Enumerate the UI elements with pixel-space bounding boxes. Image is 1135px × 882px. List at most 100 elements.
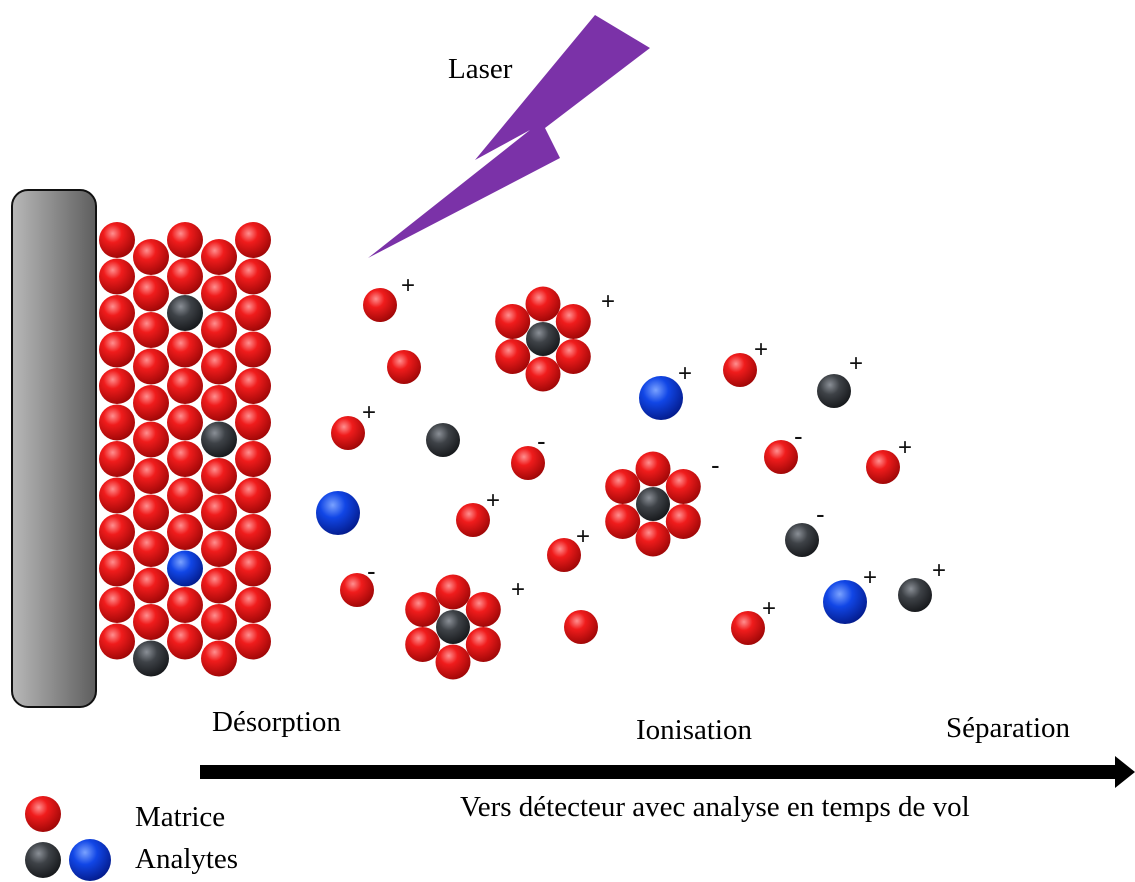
negative-charge-sign: - xyxy=(711,450,720,480)
matrix-molecule xyxy=(235,368,271,404)
matrix-molecule xyxy=(605,469,641,504)
positive-charge-sign: + xyxy=(576,523,590,550)
matrix-molecule xyxy=(235,295,271,331)
matrix-molecule xyxy=(167,258,203,295)
plume: + + - + + - + + + - + - + + + + - + xyxy=(316,272,946,680)
matrix-molecule xyxy=(99,331,135,368)
matrix-analyte-cluster: - xyxy=(605,450,720,557)
legend-analytes-label: Analytes xyxy=(135,843,238,875)
flight-arrow xyxy=(200,756,1135,788)
positive-charge-sign: + xyxy=(849,350,863,377)
legend: Matrice Analytes xyxy=(25,796,238,881)
positive-charge-sign: + xyxy=(863,564,877,591)
matrix-molecule xyxy=(99,587,135,623)
matrix-molecule xyxy=(133,421,169,458)
matrix-molecule xyxy=(99,295,135,331)
matrix-molecule xyxy=(201,312,237,348)
matrix-molecule xyxy=(465,627,501,662)
analyte-molecule-blue xyxy=(316,491,360,535)
matrix-molecule xyxy=(133,239,169,275)
positive-charge-sign: + xyxy=(754,336,768,363)
matrix-molecule xyxy=(235,477,271,514)
analyte-molecule-dark xyxy=(898,578,932,612)
separation-label: Séparation xyxy=(946,712,1071,744)
matrix-molecule xyxy=(99,477,135,514)
legend-matrix-label: Matrice xyxy=(135,801,225,833)
matrix-molecule xyxy=(635,451,671,487)
matrix-molecule xyxy=(235,623,271,660)
flight-arrow-shaft xyxy=(200,765,1122,779)
matrix-molecule xyxy=(133,604,169,640)
laser-bolt xyxy=(368,15,650,258)
matrix-molecule xyxy=(495,304,531,339)
positive-charge-sign: + xyxy=(511,576,525,603)
matrix-molecule xyxy=(133,567,169,604)
analyte-molecule-dark xyxy=(201,421,237,458)
matrix-molecule xyxy=(167,222,203,258)
matrix-molecule xyxy=(665,469,701,504)
matrix-molecule xyxy=(387,350,421,384)
matrix-molecule xyxy=(201,458,237,494)
matrix-molecule xyxy=(235,441,271,477)
matrix-molecule xyxy=(133,531,169,567)
matrix-molecule xyxy=(133,275,169,312)
arrow-caption: Vers détecteur avec analyse en temps de … xyxy=(460,791,970,823)
matrix-molecule xyxy=(99,623,135,660)
matrix-molecule xyxy=(235,404,271,441)
analyte-molecule-blue xyxy=(823,580,867,624)
matrix-molecule xyxy=(564,610,598,644)
matrix-molecule xyxy=(235,514,271,550)
analyte-molecule-blue xyxy=(167,550,203,587)
matrix-molecule xyxy=(235,258,271,295)
matrix-molecule xyxy=(764,440,798,474)
matrix-molecule xyxy=(167,477,203,514)
matrix-analyte-cluster: + xyxy=(495,286,615,392)
matrix-molecule xyxy=(555,339,591,374)
positive-charge-sign: + xyxy=(762,595,776,622)
matrix-molecule xyxy=(201,604,237,640)
positive-charge-sign: + xyxy=(898,434,912,461)
positive-charge-sign: + xyxy=(486,487,500,514)
matrix-molecule xyxy=(133,458,169,494)
matrix-molecule xyxy=(511,446,545,480)
legend-analyte-blue-swatch xyxy=(69,839,111,881)
matrix-crystal xyxy=(99,222,271,677)
matrix-molecule xyxy=(465,592,501,627)
analyte-molecule-dark xyxy=(817,374,851,408)
matrix-molecule xyxy=(525,356,561,392)
positive-charge-sign: + xyxy=(932,557,946,584)
matrix-molecule xyxy=(133,348,169,385)
matrix-molecule xyxy=(133,312,169,348)
matrix-molecule xyxy=(525,286,561,322)
analyte-molecule-dark xyxy=(526,322,560,356)
matrix-molecule xyxy=(405,627,441,662)
matrix-molecule xyxy=(99,441,135,477)
analyte-molecule-dark xyxy=(426,423,460,457)
matrix-molecule xyxy=(99,368,135,404)
analyte-molecule-dark xyxy=(133,640,169,677)
matrix-molecule xyxy=(235,550,271,587)
matrix-molecule xyxy=(435,644,471,680)
matrix-molecule xyxy=(723,353,757,387)
matrix-molecule xyxy=(235,331,271,368)
matrix-molecule xyxy=(133,494,169,531)
positive-charge-sign: + xyxy=(401,272,415,299)
positive-charge-sign: + xyxy=(601,288,615,315)
analyte-molecule-dark xyxy=(436,610,470,644)
matrix-molecule xyxy=(99,222,135,258)
legend-matrix-swatch xyxy=(25,796,61,832)
matrix-molecule xyxy=(167,587,203,623)
negative-charge-sign: - xyxy=(794,421,803,451)
flight-arrow-head xyxy=(1115,756,1135,788)
matrix-molecule xyxy=(405,592,441,627)
analyte-molecule-blue xyxy=(639,376,683,420)
analyte-molecule-dark xyxy=(636,487,670,521)
matrix-molecule xyxy=(731,611,765,645)
analyte-molecule-dark xyxy=(167,295,203,331)
laser-label: Laser xyxy=(448,53,513,85)
matrix-molecule xyxy=(201,239,237,275)
matrix-molecule xyxy=(363,288,397,322)
target-plate xyxy=(11,189,97,708)
matrix-molecule xyxy=(235,222,271,258)
